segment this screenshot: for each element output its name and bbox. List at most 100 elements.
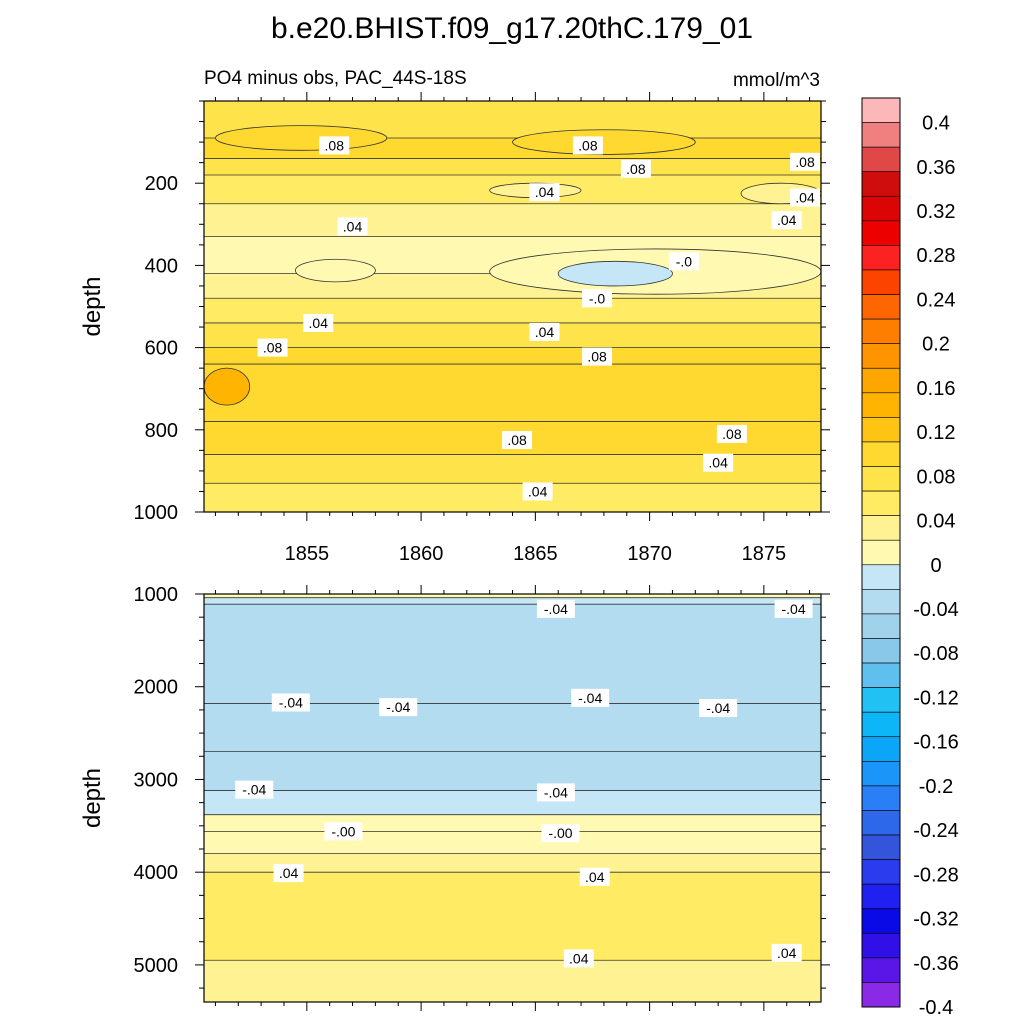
contour-label: .08 (507, 432, 527, 448)
contour-label-box (271, 693, 310, 712)
contour-label: .04 (585, 869, 605, 885)
contour-label: .08 (626, 161, 646, 177)
contour-patch (557, 260, 673, 287)
contour-patch (295, 258, 376, 283)
contour-label: .08 (722, 426, 742, 442)
contour-label-box (324, 822, 363, 841)
colorbar-swatch (861, 564, 901, 590)
colorbar-tick-label: -0.08 (913, 643, 959, 665)
contour-band (204, 960, 821, 1002)
y-tick-label: 800 (145, 420, 178, 442)
colorbar-swatch (861, 294, 901, 320)
x-tick-label: 1865 (513, 543, 558, 565)
contour-label: -.00 (548, 825, 572, 841)
contour-label-box (536, 783, 575, 802)
contour-label-box (582, 289, 613, 308)
contour-label-box (771, 943, 802, 962)
contour-label: -.00 (331, 823, 355, 839)
colorbar-swatch (861, 367, 901, 394)
contour-label-box (620, 159, 651, 178)
contour-band (204, 751, 821, 791)
contour-label-box (235, 780, 274, 799)
contour-patch (512, 129, 696, 155)
colorbar-swatch (861, 908, 901, 934)
contour-band (204, 364, 821, 422)
colorbar-swatch (861, 466, 901, 492)
colorbar-swatch (861, 515, 901, 541)
contour-band (204, 831, 821, 854)
contour-label: .08 (578, 137, 598, 153)
contour-label-box (337, 217, 368, 236)
colorbar-swatch (861, 613, 901, 639)
contour-label-box (319, 136, 350, 155)
contour-label: -.0 (676, 253, 693, 269)
contour-band (204, 872, 821, 961)
contour-band (204, 347, 821, 365)
contour-band (204, 322, 821, 348)
colorbar-frame (861, 97, 901, 1008)
contour-label: .04 (535, 184, 555, 200)
y-tick-label: 3000 (134, 769, 179, 791)
colorbar-tick-label: -0.24 (913, 820, 959, 842)
contour-label-box (790, 188, 821, 207)
colorbar-tick-label: 0.16 (917, 378, 956, 400)
colorbar-tick-label: -0.32 (913, 909, 959, 931)
x-tick-label: 1855 (285, 543, 330, 565)
y-tick-label: 4000 (134, 862, 179, 884)
x-tick-label: 1870 (627, 543, 672, 565)
contour-label: .08 (587, 349, 607, 365)
y-tick-label: 1000 (134, 584, 179, 606)
contour-band (204, 203, 821, 237)
colorbar-swatch (861, 932, 901, 959)
colorbar-tick-label: 0.12 (917, 422, 956, 444)
contour-band (204, 158, 821, 175)
colorbar-tick-label: 0.36 (917, 157, 956, 179)
colorbar-tick-label: 0.08 (917, 466, 956, 488)
contour-label-box (536, 599, 575, 618)
contour-patch (215, 125, 388, 151)
colorbar-swatch (861, 711, 901, 738)
contour-label: -.04 (544, 601, 568, 617)
contour-label-box (522, 482, 553, 501)
contour-label-box (502, 431, 533, 450)
colorbar-tick-label: -0.12 (913, 687, 959, 709)
colorbar-swatch (861, 122, 901, 148)
colorbar-tick-label: 0.2 (922, 334, 950, 356)
contour-patch (204, 367, 251, 406)
contour-label: .08 (325, 137, 345, 153)
colorbar-swatch (861, 195, 901, 222)
y-tick-label: 5000 (134, 955, 179, 977)
colorbar-tick-label: -0.4 (919, 997, 953, 1019)
contour-band (204, 604, 821, 704)
colorbar-swatch (861, 883, 901, 910)
colorbar-tick-label: 0.28 (917, 245, 956, 267)
contour-label-box (273, 864, 304, 883)
contour-band (204, 853, 821, 873)
contour-label: .04 (535, 324, 555, 340)
colorbar-tick-label: 0.04 (917, 511, 956, 533)
contour-band (204, 814, 821, 832)
contour-band (204, 483, 821, 512)
upper-depth-panel: .08 .08 .08 .08 .04 .04 .04 .04 -.0 -.0 .04 .04 .08.… (79, 92, 830, 565)
colorbar-tick-label: -0.04 (913, 599, 959, 621)
y-tick-label: 400 (145, 255, 178, 277)
colorbar-swatch (861, 392, 901, 418)
contour-label-box (774, 599, 813, 618)
colorbar-swatch (861, 343, 901, 369)
contour-label: .04 (569, 950, 589, 966)
contour-label: -.0 (589, 290, 606, 306)
contour-label-box (572, 136, 603, 155)
contour-label-box (699, 699, 738, 718)
colorbar-tick-label: -0.2 (919, 776, 953, 798)
y-tick-label: 200 (145, 173, 178, 195)
y-tick-label: 600 (145, 338, 178, 360)
colorbar-swatch (861, 269, 901, 295)
contour-label-box (716, 424, 747, 443)
colorbar-swatch (861, 810, 901, 836)
contour-label: .04 (777, 945, 797, 961)
colorbar-tick-label: 0.32 (917, 201, 956, 223)
colorbar-swatch (861, 146, 901, 173)
colorbar-swatch (861, 490, 901, 516)
contour-label-box (703, 453, 734, 472)
